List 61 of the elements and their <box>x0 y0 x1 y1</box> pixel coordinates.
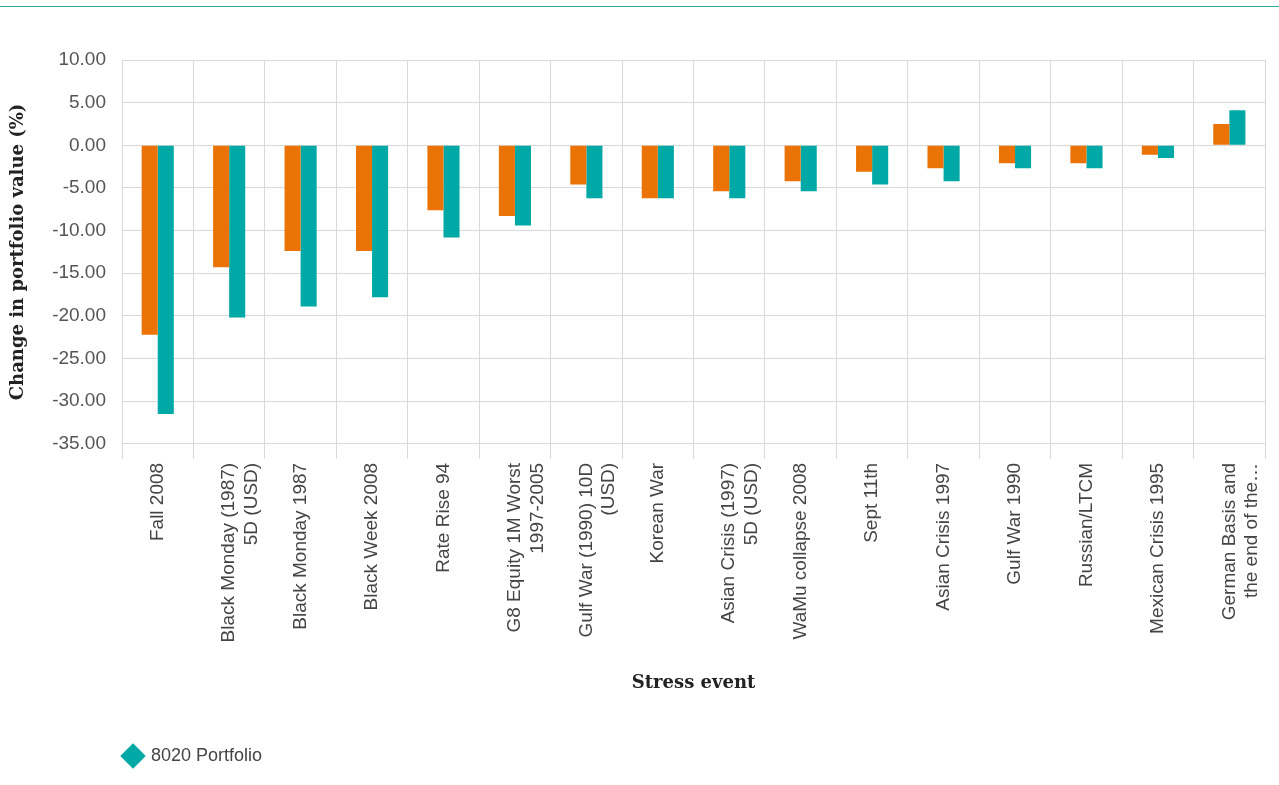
bar <box>427 145 444 211</box>
bar <box>800 145 817 192</box>
bar <box>498 145 515 217</box>
x-tick-label: German Basis and the end of the… <box>1217 462 1262 621</box>
x-tick-label: Black Monday (1987) 5D (USD) <box>217 462 262 643</box>
y-tick-label: -5.00 <box>62 176 106 198</box>
x-tick-label: Fall 2008 <box>145 462 167 542</box>
y-tick-label: -10.00 <box>52 218 106 240</box>
bar <box>784 145 801 182</box>
bar <box>570 145 587 185</box>
x-tick-label: Sept 11th <box>860 462 882 543</box>
bar <box>1015 145 1032 169</box>
y-tick-label: -30.00 <box>52 389 106 411</box>
x-tick-label: Gulf War 1990 <box>1003 462 1025 585</box>
bar <box>1070 145 1087 164</box>
y-tick-label: -20.00 <box>52 304 106 326</box>
x-tick-label: Asian Crisis (1997) 5D (USD) <box>717 462 762 624</box>
bar <box>586 145 603 199</box>
y-tick-label: 5.00 <box>69 90 106 112</box>
bar <box>1213 123 1230 145</box>
x-tick-label: G8 Equity 1M Worst 1997-2005 <box>503 462 547 633</box>
bar <box>729 145 746 199</box>
bar <box>1229 110 1246 145</box>
bar <box>213 145 230 268</box>
bar <box>943 145 960 182</box>
bar <box>443 145 460 238</box>
bar <box>927 145 944 169</box>
x-tick-label: Asian Crisis 1997 <box>931 462 953 611</box>
bar <box>514 145 531 226</box>
bar <box>372 145 389 298</box>
legend-label: 8020 Portfolio <box>151 744 263 765</box>
x-tick-label: Black Week 2008 <box>360 462 382 611</box>
bar <box>1157 145 1174 159</box>
bar <box>355 145 373 252</box>
bar <box>713 145 730 192</box>
x-tick-label: Gulf War (1990) 10D (USD) <box>574 462 619 638</box>
bar <box>1141 145 1158 155</box>
x-tick-label: Rate Rise 94 <box>431 462 453 573</box>
y-tick-label: -35.00 <box>52 432 106 454</box>
y-tick-label: 0.00 <box>69 133 106 155</box>
bar <box>998 145 1016 164</box>
x-tick-label: Korean War <box>646 462 668 564</box>
x-axis-title: Stress event <box>631 670 756 692</box>
bar <box>657 145 674 199</box>
x-tick-label: Mexican Crisis 1995 <box>1146 462 1168 634</box>
x-tick-label: Russian/LTCM <box>1074 462 1096 588</box>
bar <box>300 145 317 307</box>
bar <box>1086 145 1103 169</box>
bar <box>856 145 873 172</box>
x-tick-label: WaMu collapse 2008 <box>788 462 810 640</box>
bar <box>157 145 174 415</box>
bar <box>641 145 658 199</box>
y-tick-label: -25.00 <box>52 346 106 368</box>
y-tick-label: 10.00 <box>58 48 106 70</box>
x-tick-label: Black Monday 1987 <box>288 462 310 630</box>
bar <box>872 145 889 185</box>
y-axis-title: Change in portfolio value (%) <box>6 103 28 401</box>
bar <box>284 145 301 252</box>
y-tick-label: -15.00 <box>52 261 106 283</box>
bar <box>229 145 246 318</box>
bar <box>141 145 158 335</box>
